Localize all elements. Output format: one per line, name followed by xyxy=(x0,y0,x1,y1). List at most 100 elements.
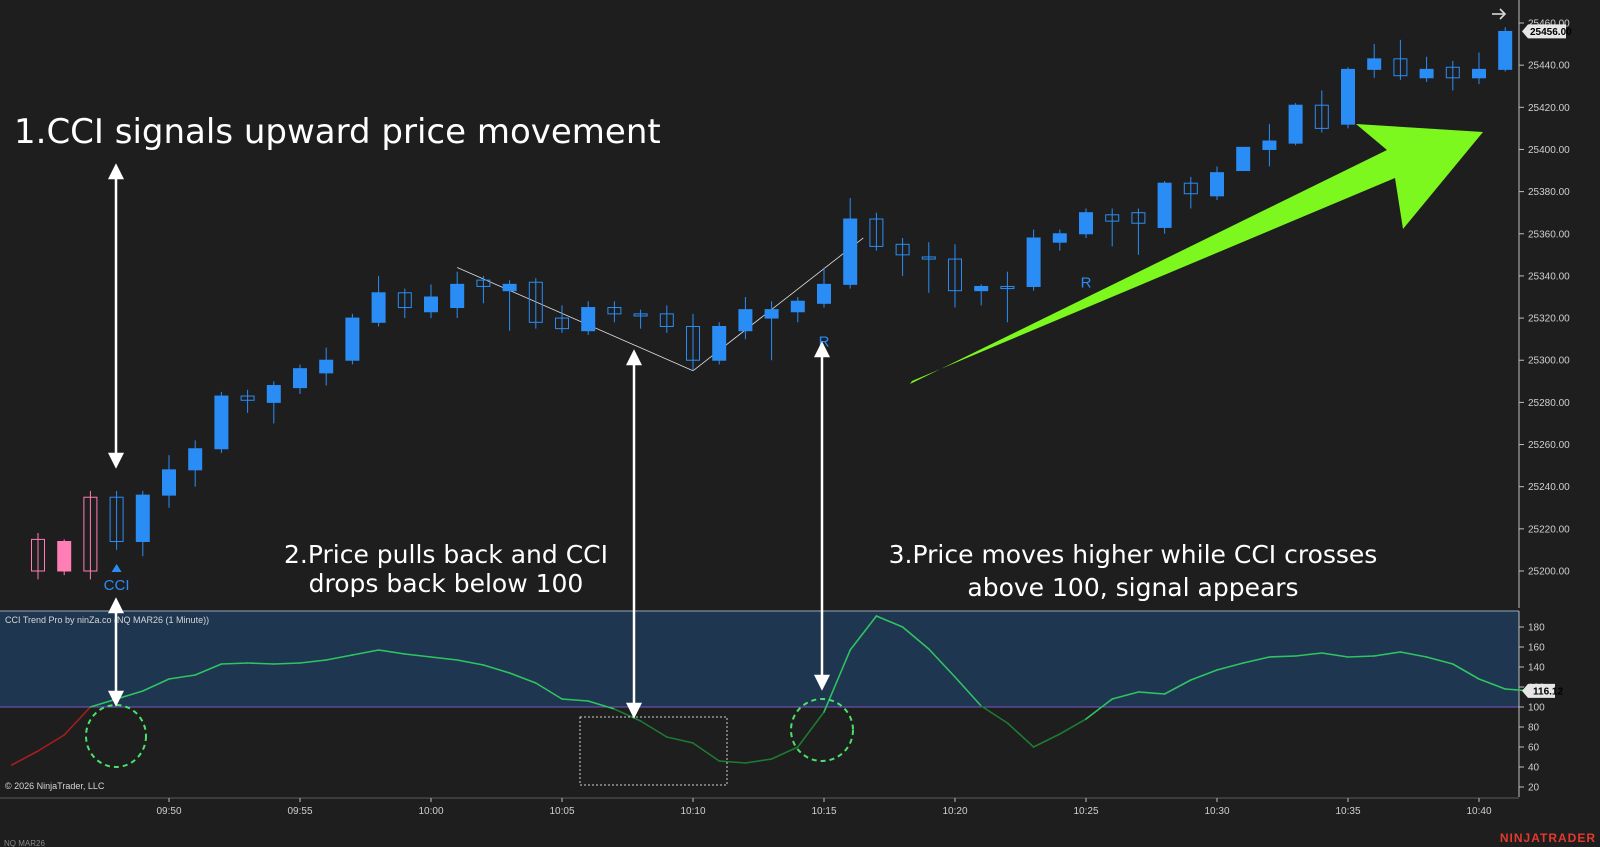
annotation-arrows xyxy=(107,163,831,719)
candle-body xyxy=(83,496,98,572)
annotation-2-line-2: drops back below 100 xyxy=(309,569,584,598)
cci-tick-label: 140 xyxy=(1528,663,1545,674)
arrow-right-icon[interactable] xyxy=(1492,8,1507,20)
cci-tick-label: 20 xyxy=(1528,783,1540,794)
candle-body xyxy=(135,494,150,542)
price-tick-label: 25320.00 xyxy=(1528,314,1570,325)
cci-segment xyxy=(744,758,773,764)
candle-body xyxy=(1000,285,1015,290)
time-tick-label: 09:55 xyxy=(287,806,312,817)
cci-segment xyxy=(980,705,1009,724)
candle-body xyxy=(817,283,831,304)
price-tick-label: 25420.00 xyxy=(1528,103,1570,114)
signal-markers: CCI R R xyxy=(104,274,1092,594)
last-price-tag: 25456.00 xyxy=(1522,24,1572,39)
price-tick-label: 25260.00 xyxy=(1528,440,1570,451)
candle xyxy=(83,490,98,580)
cci-segment xyxy=(1242,656,1271,664)
cci-segment xyxy=(272,662,301,665)
candle-body xyxy=(162,469,176,496)
candle-body xyxy=(1314,104,1329,129)
annotation-overlays: 1.CCI signals upward price movement 2.Pr… xyxy=(14,112,1483,786)
last-price-label: 25456.00 xyxy=(1530,27,1572,38)
cci-segment xyxy=(770,746,799,760)
time-tick-label: 10:00 xyxy=(418,806,443,817)
cci-segment xyxy=(1111,691,1140,700)
candle-body xyxy=(1472,68,1486,79)
signal-label: CCI xyxy=(104,577,130,594)
price-tick-label: 25380.00 xyxy=(1528,187,1570,198)
candle-body xyxy=(1210,172,1224,197)
candle xyxy=(1105,208,1120,247)
cci-segment xyxy=(875,615,904,628)
cci-segment xyxy=(1268,655,1297,658)
candle-body xyxy=(1052,233,1067,243)
candle-body xyxy=(659,313,674,328)
candle xyxy=(1445,60,1460,91)
time-tick-label: 10:25 xyxy=(1073,806,1098,817)
price-axis[interactable]: 25200.00 25220.00 25240.00 25260.00 25280.00… xyxy=(1518,0,1570,608)
cci-segment xyxy=(115,690,144,700)
cci-segment xyxy=(325,654,354,661)
cci-segment xyxy=(220,662,249,665)
cci-segment xyxy=(168,674,196,680)
candle xyxy=(764,301,779,361)
cci-panel[interactable]: 20406080100120140160180 CCI Trend Pro by… xyxy=(0,610,1563,797)
candle xyxy=(869,212,884,251)
candle xyxy=(712,322,727,365)
candle xyxy=(31,533,45,580)
instrument-label: NQ MAR26 xyxy=(4,839,45,847)
candle-body xyxy=(502,283,517,292)
arrow-head-up-icon xyxy=(813,341,831,358)
price-tick-label: 25340.00 xyxy=(1528,271,1570,282)
candle-body xyxy=(1026,237,1041,287)
cci-tick-label: 100 xyxy=(1528,703,1545,714)
cci-segment xyxy=(299,659,328,664)
candle-body xyxy=(1105,214,1120,222)
cci-segment xyxy=(377,649,406,655)
time-axis[interactable]: 09:50 09:55 10:00 10:05 10:10 10:15 10:20 10:25… xyxy=(0,797,1519,817)
cci-segment xyxy=(89,698,118,708)
cci-last-value-tag: 116.12 xyxy=(1522,683,1563,698)
cci-segment xyxy=(1190,669,1218,681)
cci-segment xyxy=(718,760,747,764)
candle xyxy=(450,271,465,319)
candle xyxy=(57,539,72,576)
candle-body xyxy=(293,368,307,389)
cci-tick-label: 60 xyxy=(1528,743,1540,754)
candle xyxy=(633,309,648,329)
candle xyxy=(1262,124,1277,167)
candle-body xyxy=(371,292,386,323)
cci-segment xyxy=(1006,722,1035,748)
candle xyxy=(1079,208,1093,238)
cci-segment xyxy=(849,615,878,651)
signal-label: R xyxy=(1081,274,1092,291)
cci-segment xyxy=(1399,651,1428,658)
candle-body xyxy=(974,285,989,292)
time-tick-label: 10:05 xyxy=(549,806,574,817)
cci-tick-label: 180 xyxy=(1528,623,1545,634)
candle xyxy=(1367,44,1382,78)
price-panel[interactable]: 25200.00 25220.00 25240.00 25260.00 25280.00… xyxy=(31,0,1573,608)
cci-segment xyxy=(194,663,223,676)
cci-segment xyxy=(901,626,930,650)
candle xyxy=(1341,67,1355,129)
annotation-3-line-2: above 100, signal appears xyxy=(967,573,1298,602)
candle xyxy=(1314,90,1329,133)
candle-body xyxy=(1183,182,1198,195)
cci-segment xyxy=(1059,718,1087,735)
cci-segment xyxy=(692,742,721,762)
cci-segment xyxy=(927,648,956,678)
candle-body xyxy=(1498,30,1513,70)
candle-body xyxy=(895,243,910,256)
candle xyxy=(1157,181,1172,234)
candle xyxy=(817,267,831,308)
cci-segment xyxy=(456,659,485,666)
candle-body xyxy=(686,326,700,361)
time-tick-label: 10:40 xyxy=(1466,806,1491,817)
cci-segment xyxy=(11,750,39,766)
cci-segment xyxy=(1373,651,1402,657)
cci-segment xyxy=(613,708,642,722)
candle xyxy=(790,297,805,323)
